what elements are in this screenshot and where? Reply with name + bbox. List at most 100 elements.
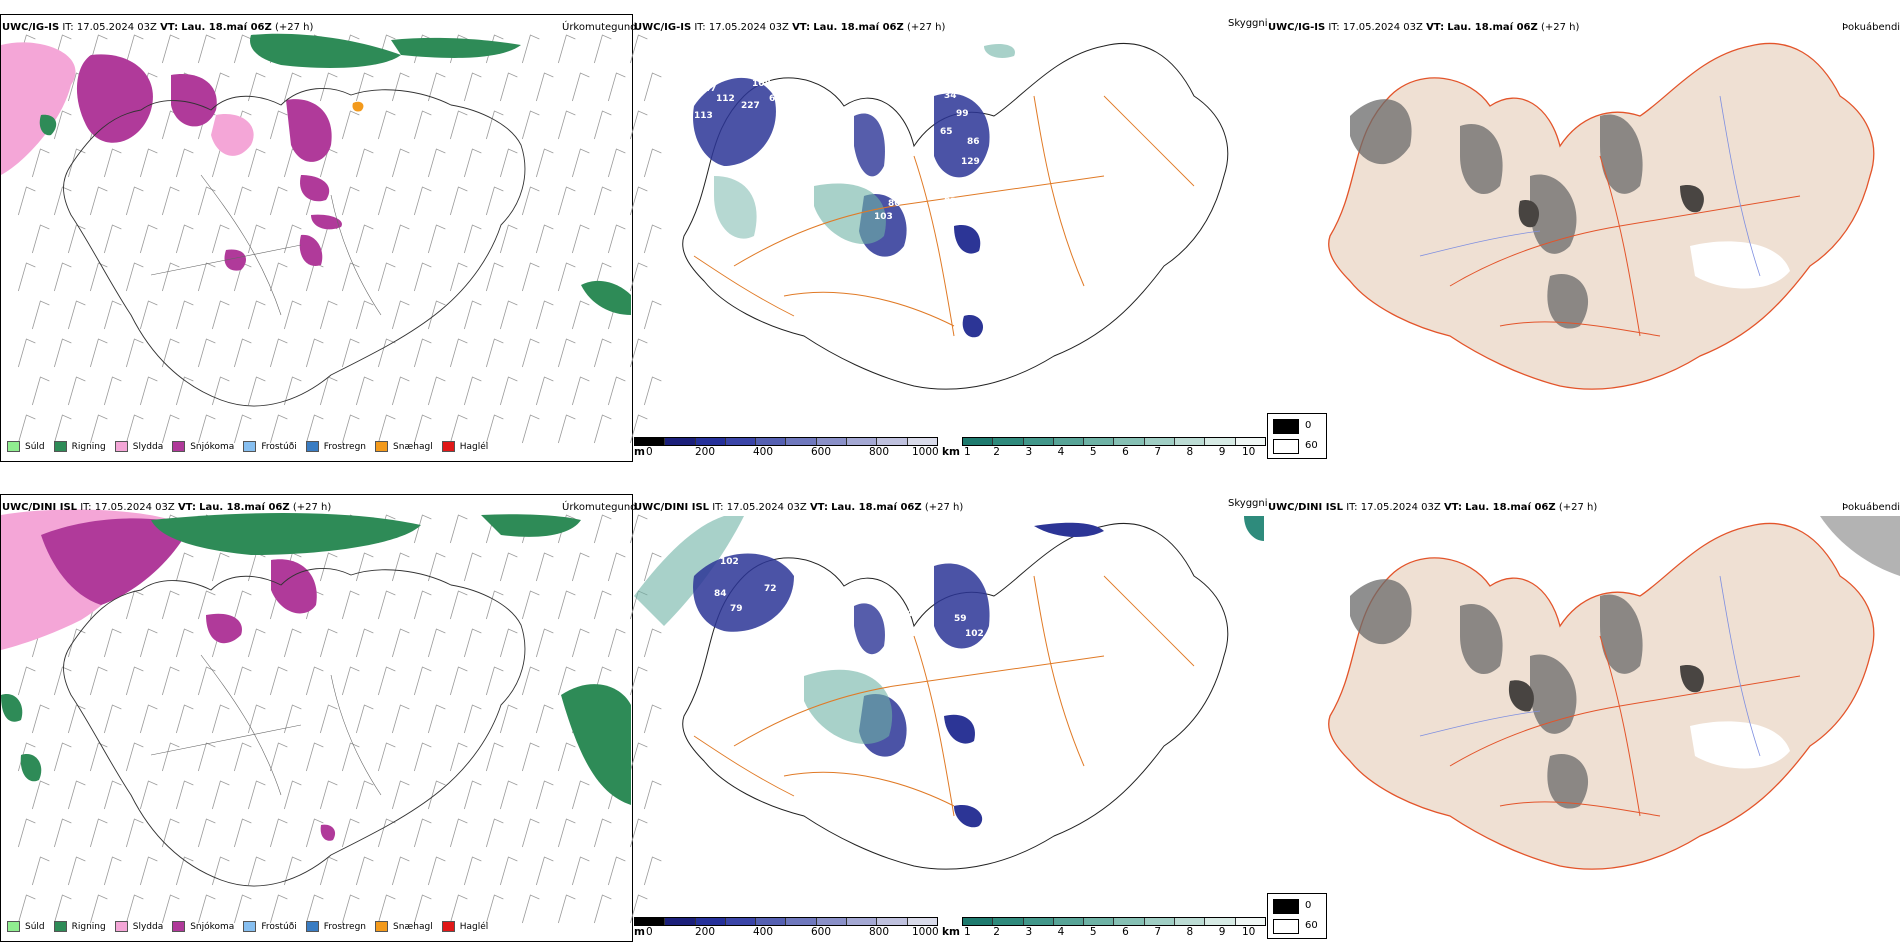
wind-barb <box>463 856 482 886</box>
visibility-colorbar-segment <box>1205 438 1236 445</box>
visibility-value-label: 59 <box>954 614 967 624</box>
wind-barb <box>449 666 468 696</box>
wind-barb <box>643 224 662 254</box>
precip-legend-top: Súld Rigning Slydda Snjókoma Frostúði Frostre… <box>7 441 497 455</box>
wind-barb <box>607 628 626 658</box>
fog-label-0: 0 <box>1305 420 1312 431</box>
precip-legend-item: Snæhagl <box>375 921 433 932</box>
precip-legend-item: Snjókoma <box>172 441 234 452</box>
wind-barb <box>17 186 36 216</box>
wind-barb <box>67 856 86 886</box>
fog-legend-bottom: 0 60 <box>1267 893 1327 939</box>
wind-barb <box>607 856 626 886</box>
precip-legend-swatch <box>114 921 128 932</box>
wind-barb <box>31 376 50 406</box>
elevation-colorbar-segment <box>847 438 878 445</box>
wind-barb <box>67 628 86 658</box>
visibility-value-label: 86 <box>967 137 980 147</box>
wind-barb <box>521 666 540 696</box>
wind-barb <box>535 148 554 178</box>
wind-barb <box>341 666 360 696</box>
wind-barb <box>391 780 410 810</box>
wind-barb <box>175 300 194 330</box>
wind-barb <box>535 552 554 582</box>
visibility-value-label: 83 <box>944 197 957 207</box>
precip-legend-item: Frostregn <box>305 921 366 932</box>
elevation-colorbar-segment <box>635 918 666 925</box>
wind-barb <box>305 262 324 292</box>
colorbar-tick-label: 4 <box>1057 446 1065 458</box>
wind-barb <box>355 224 374 254</box>
wind-barb <box>89 186 108 216</box>
model-name: UWC/DINI ISL <box>634 502 710 513</box>
wind-barb <box>499 780 518 810</box>
it-label: IT: <box>80 502 92 513</box>
fog-label-60: 60 <box>1305 440 1318 451</box>
elevation-colorbar-top <box>634 437 938 446</box>
wind-barb <box>269 666 288 696</box>
wind-barb <box>629 742 648 772</box>
wind-barb <box>161 414 180 444</box>
product-title-fog-top: Þokuábendi <box>1842 22 1900 33</box>
wind-barb <box>535 224 554 254</box>
wind-barb <box>103 376 122 406</box>
wind-barb <box>355 376 374 406</box>
wind-barb <box>161 666 180 696</box>
wind-barb <box>557 742 576 772</box>
wind-barb <box>269 262 288 292</box>
vt-label: VT: <box>792 22 811 33</box>
wind-barb <box>643 376 662 406</box>
wind-barb <box>629 186 648 216</box>
wind-barb <box>413 514 432 544</box>
colorbar-tick-label: 8 <box>1186 446 1194 458</box>
visibility-value-label: 136 <box>896 674 915 684</box>
wind-barb <box>391 628 410 658</box>
wind-barb <box>89 666 108 696</box>
wind-barb <box>175 704 194 734</box>
wind-barb <box>463 628 482 658</box>
wind-barb <box>283 72 302 102</box>
elevation-colorbar-segment <box>756 918 787 925</box>
colorbar-tick-label: 3 <box>1025 926 1033 938</box>
wind-barb <box>391 376 410 406</box>
wind-barb <box>413 894 432 924</box>
wind-barb <box>521 590 540 620</box>
wind-barb <box>125 666 144 696</box>
coastline <box>63 568 526 887</box>
precip-legend-swatch <box>172 921 186 932</box>
visibility-ticks-top: km 1 2 3 4 5 6 7 8 9 10 <box>942 446 1272 460</box>
wind-barb <box>17 894 36 924</box>
wind-barb <box>319 72 338 102</box>
wind-barb <box>355 628 374 658</box>
wind-barb <box>413 262 432 292</box>
wind-barb <box>377 262 396 292</box>
lead-time: (+27 h) <box>1540 22 1580 33</box>
wind-barb <box>53 742 72 772</box>
wind-barb <box>607 376 626 406</box>
visibility-value-label: 104 <box>894 609 913 619</box>
visibility-ticks-bottom: km 1 2 3 4 5 6 7 8 9 10 <box>942 926 1272 940</box>
wind-barb <box>377 894 396 924</box>
wind-barb <box>557 590 576 620</box>
wind-barb <box>499 300 518 330</box>
product-title-precip-bottom: Úrkomutegund <box>562 502 637 513</box>
wind-barb <box>557 110 576 140</box>
precip-legend-label: Rigning <box>71 441 106 452</box>
visibility-colorbar-segment <box>1175 918 1206 925</box>
elevation-colorbar-segment <box>847 918 878 925</box>
model-name: UWC/IG-IS <box>634 22 692 33</box>
visibility-colorbar-segment <box>1114 918 1145 925</box>
wind-barb <box>535 780 554 810</box>
visibility-value-label: 72 <box>764 584 777 594</box>
wind-barb <box>355 72 374 102</box>
wind-barb <box>161 590 180 620</box>
wind-barb <box>593 590 612 620</box>
wind-barb <box>233 742 252 772</box>
precip-legend-label: Súld <box>25 921 45 932</box>
wind-barb <box>607 72 626 102</box>
wind-barb <box>521 338 540 368</box>
it-value: 17.05.2024 03Z <box>94 502 175 513</box>
colorbar-tick-label: 2 <box>993 446 1000 458</box>
